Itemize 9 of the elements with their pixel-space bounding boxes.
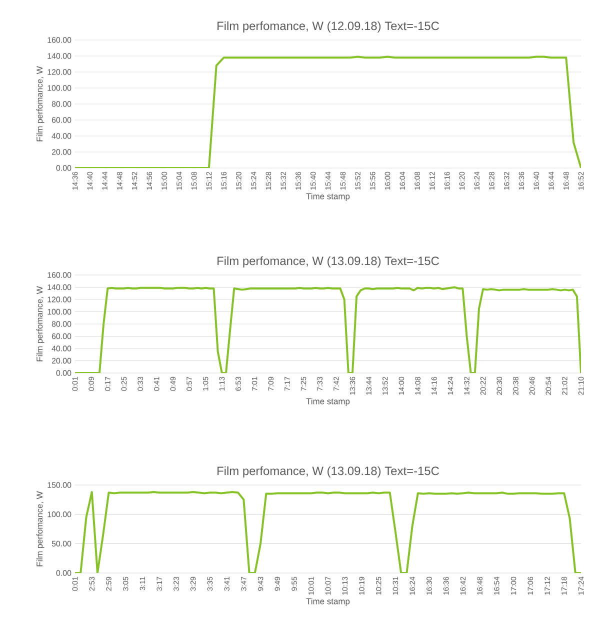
chart-title: Film perfomance, W (12.09.18) Text=-15C xyxy=(218,21,439,32)
y-axis-title: Film perfomance, W xyxy=(36,66,44,142)
x-axis-title: Time stamp xyxy=(306,398,350,406)
y-axis-title: Film perfomance, W xyxy=(36,286,44,362)
x-axis-title: Time stamp xyxy=(306,598,350,606)
chart-title: Film perfomance, W (13.09.18) Text=-15C xyxy=(218,466,439,478)
y-axis-title: Film perfomance, W xyxy=(36,491,44,566)
chart-title: Film perfomance, W (13.09.18) Text=-15C xyxy=(218,256,439,268)
x-axis-title: Time stamp xyxy=(306,193,350,201)
